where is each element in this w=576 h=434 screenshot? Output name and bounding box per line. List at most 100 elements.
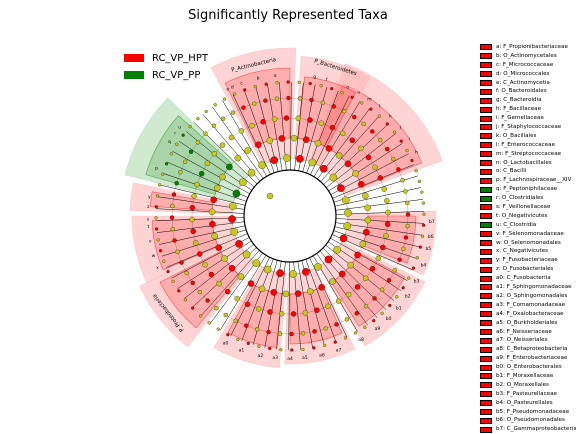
taxa-key-swatch: [480, 168, 492, 175]
taxa-key-swatch: [480, 257, 492, 264]
tree-node: [380, 311, 384, 315]
tree-node: [343, 222, 351, 230]
tree-node: [337, 184, 345, 192]
tree-node: [380, 244, 386, 251]
tree-node: [410, 158, 414, 163]
taxa-key-label: d: O_Micrococcales: [496, 70, 550, 77]
clade-letter-label: b7: [429, 219, 435, 225]
taxa-key-label: f: O_Bacteroidales: [496, 88, 547, 95]
tree-node: [333, 340, 337, 344]
tree-node: [189, 216, 195, 223]
taxa-key-label: b7: C_Gammaproteobacteria: [496, 426, 576, 433]
taxa-key-label: b3: F_Pasteurellaceae: [496, 390, 557, 397]
tree-node: [399, 139, 403, 143]
taxa-key-swatch: [480, 328, 492, 335]
branch-line: [230, 257, 270, 337]
branch-line: [267, 83, 283, 171]
tree-node: [247, 280, 255, 287]
taxa-key-swatch: [480, 177, 492, 184]
tree-node: [229, 202, 237, 210]
tree-node: [191, 306, 195, 310]
tree-node: [396, 167, 401, 172]
tree-node: [324, 255, 333, 264]
clade-letter-label: z: [147, 205, 150, 210]
taxa-key-label: a6: F_Neisseriaceae: [496, 328, 552, 335]
taxa-key-item: a0: C_Fusobacteriia: [480, 274, 576, 283]
level-ring: [211, 137, 369, 295]
taxa-key-label: q: F_Peptoniphilaceae: [496, 186, 558, 193]
tree-node: [290, 311, 297, 317]
level-ring: [191, 117, 389, 315]
taxa-key-item: k: O_Bacillales: [480, 132, 576, 141]
clade-letter-label: q: [168, 140, 171, 145]
tree-node: [228, 215, 236, 223]
taxa-key-item: a: F_Propionibacteriaceae: [480, 43, 576, 52]
taxa-key-item: s: F_Veillonellaceae: [480, 203, 576, 212]
legend-swatch-hpt: [124, 54, 144, 62]
tree-node: [354, 284, 361, 290]
tree-node: [331, 104, 336, 109]
tree-node: [258, 285, 266, 293]
taxa-key-item: q: F_Peptoniphilaceae: [480, 185, 576, 194]
tree-node: [318, 120, 325, 126]
taxa-key-swatch: [480, 275, 492, 282]
tree-node: [270, 156, 278, 165]
taxa-key-item: b0: O_Enterobacterales: [480, 363, 576, 372]
tree-node: [226, 163, 233, 171]
taxa-key-swatch: [480, 320, 492, 327]
tree-node: [274, 96, 280, 101]
tree-node: [307, 117, 313, 123]
taxa-key-item: a3: F_Comamonadaceae: [480, 301, 576, 310]
tree-node: [344, 160, 352, 168]
tree-node: [420, 190, 424, 194]
branch-line: [156, 208, 245, 214]
clade-letter-label: j: [399, 125, 401, 131]
taxa-key-label: a4: F_Oxalobacteraceae: [496, 310, 564, 317]
branch-line: [309, 257, 348, 338]
tree-node: [277, 331, 283, 336]
taxa-key-label: b5: F_Pseudomonadaceae: [496, 408, 570, 415]
tree-node: [234, 154, 242, 162]
tree-node: [246, 341, 250, 345]
taxa-key-swatch: [480, 106, 492, 113]
clade-letter-label: d: [231, 84, 234, 90]
taxa-key-swatch: [480, 160, 492, 167]
tree-node: [306, 288, 314, 295]
taxa-key-item: a7: O_Neisseriales: [480, 336, 576, 345]
tree-node: [198, 170, 205, 177]
branch-line: [212, 106, 264, 179]
tree-node: [401, 286, 405, 290]
tree-node: [170, 203, 175, 209]
tree-node: [210, 196, 217, 204]
clade-letter-label: p: [155, 166, 158, 171]
tree-node: [363, 304, 369, 309]
tree-node: [252, 101, 257, 106]
clade-letter-label: i: [408, 137, 409, 143]
tree-node: [253, 84, 257, 89]
tree-node: [364, 216, 372, 224]
taxa-key-swatch: [480, 124, 492, 131]
tree-node: [335, 152, 343, 159]
tree-node: [314, 263, 322, 271]
tree-node: [358, 181, 365, 188]
taxa-key-item: c: F_Micrococcaceae: [480, 61, 576, 70]
clade-letter-label: t: [147, 224, 149, 230]
tree-node: [370, 129, 375, 134]
tree-node: [247, 168, 256, 177]
tree-node: [364, 204, 371, 212]
taxa-key-swatch: [480, 133, 492, 140]
tree-node: [383, 233, 389, 239]
clade-letter-label: a3: [272, 355, 278, 361]
tree-node: [347, 261, 354, 269]
branch-line: [297, 261, 313, 349]
branch-line: [172, 151, 250, 195]
tree-node: [172, 238, 177, 243]
branch-line: [162, 173, 247, 202]
tree-node: [362, 275, 369, 281]
taxa-key-item: r: O_Clostridiales: [480, 194, 576, 203]
taxa-key-label: a2: O_Sphingomonadales: [496, 292, 568, 299]
taxa-key-label: b0: O_Enterobacterales: [496, 364, 562, 371]
legend: RC_VP_HPT RC_VP_PP: [124, 50, 208, 84]
clade-letter-label: e: [226, 87, 229, 92]
